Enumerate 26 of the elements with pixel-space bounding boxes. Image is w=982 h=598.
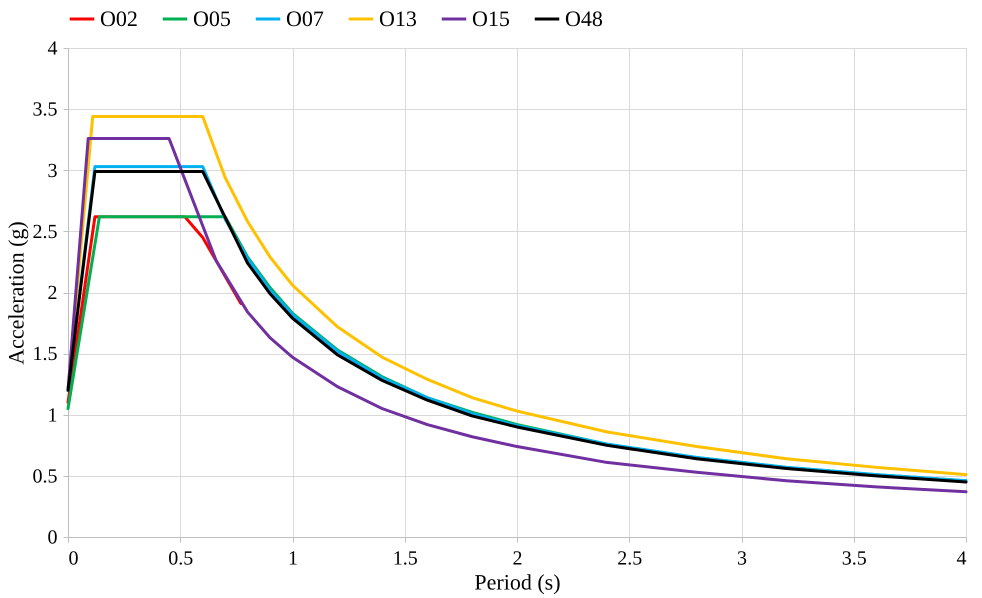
x-axis-title: Period (s) bbox=[474, 570, 561, 594]
y-tick-label: 4 bbox=[48, 38, 58, 60]
y-tick-label: 0.5 bbox=[32, 465, 58, 488]
y-tick-label: 3.5 bbox=[32, 98, 58, 121]
legend-label: O15 bbox=[472, 6, 510, 31]
legend-label: O48 bbox=[565, 6, 603, 31]
x-tick-label: 2.5 bbox=[617, 548, 642, 570]
legend-label: O13 bbox=[379, 6, 417, 31]
legend-label: O02 bbox=[100, 6, 138, 31]
y-tick-label: 2 bbox=[48, 282, 58, 304]
y-axis-title: Acceleration (g) bbox=[4, 221, 28, 365]
y-tick-label: 1.5 bbox=[32, 343, 58, 366]
x-tick-label: 3.5 bbox=[842, 548, 867, 570]
x-tick-label: 0.5 bbox=[168, 548, 194, 570]
x-tick-label: 2 bbox=[512, 548, 522, 570]
x-tick-label: 1 bbox=[288, 548, 298, 570]
x-tick-label: 0 bbox=[68, 548, 78, 570]
x-tick-label: 1.5 bbox=[392, 548, 418, 570]
x-tick-label: 3 bbox=[737, 548, 747, 570]
y-tick-label: 0 bbox=[48, 526, 58, 548]
legend-label: O05 bbox=[193, 6, 231, 31]
y-tick-label: 2.5 bbox=[32, 220, 58, 243]
y-tick-label: 3 bbox=[48, 160, 58, 182]
legend-label: O07 bbox=[286, 6, 324, 31]
x-tick-label: 4 bbox=[956, 548, 966, 570]
y-tick-label: 1 bbox=[48, 404, 58, 426]
